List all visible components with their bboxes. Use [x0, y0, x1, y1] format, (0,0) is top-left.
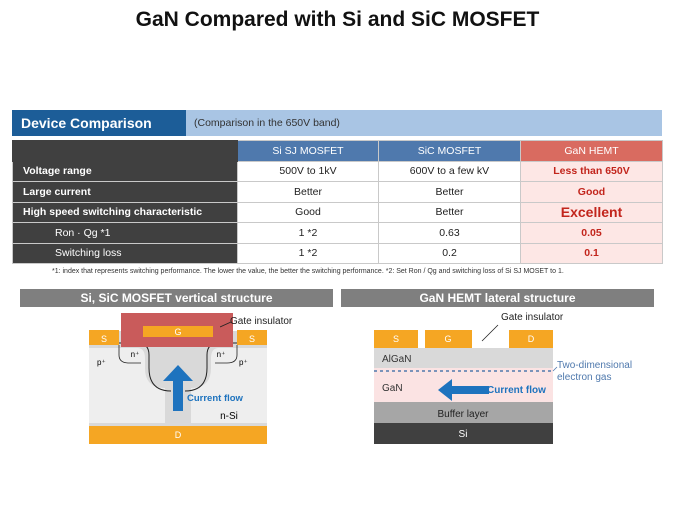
column-header-si: Si SJ MOSFET	[237, 140, 379, 162]
table-cell: 1 *2	[237, 222, 379, 244]
table-cell: Better	[378, 201, 521, 223]
current-flow-label: Current flow	[487, 385, 546, 396]
table-cell-gan: Less than 650V	[520, 160, 663, 182]
n-plus-label-left: n⁺	[131, 350, 140, 359]
column-header-sic: SiC MOSFET	[378, 140, 521, 162]
gate-insulator-label-vertical: Gate insulator	[230, 316, 293, 327]
table-cell-gan: Good	[520, 181, 663, 203]
table-row: Large current Better Better Good	[12, 181, 663, 203]
table-row: Ron · Qg *1 1 *2 0.63 0.05	[12, 222, 663, 244]
2deg-pointer	[552, 366, 558, 372]
source-label-right: S	[249, 334, 255, 344]
table-cell: 0.2	[378, 242, 521, 264]
row-label: Ron · Qg *1	[12, 222, 238, 244]
si-label: Si	[459, 429, 468, 440]
table-cell: Better	[378, 181, 521, 203]
gate-electrode	[143, 326, 213, 337]
table-cell-gan: 0.05	[520, 222, 663, 244]
n-plus-boundary-right	[215, 345, 238, 364]
source-electrode-right	[237, 330, 267, 345]
n-si-label: n-Si	[220, 411, 238, 422]
table-cell: 600V to a few kV	[378, 160, 521, 182]
gan-layer	[374, 368, 553, 402]
drain-label: D	[175, 430, 182, 440]
gate-electrode	[425, 330, 472, 348]
row-label: Large current	[12, 181, 238, 203]
buffer-layer	[374, 402, 553, 423]
footnote: *1: index that represents switching perf…	[52, 268, 564, 275]
row-label: High speed switching characteristic	[12, 201, 238, 223]
table-cell: Better	[237, 181, 379, 203]
table-cell: 1 *2	[237, 242, 379, 264]
lateral-structure-diagram: S G D AlGaN GaN Current flow Buffer laye…	[374, 324, 558, 444]
algan-label: AlGaN	[382, 354, 411, 365]
up-arrow-icon	[163, 365, 193, 411]
algan-layer	[374, 348, 553, 368]
gan-label: GaN	[382, 383, 403, 394]
drain-electrode	[89, 426, 267, 444]
source-electrode	[374, 330, 418, 348]
gate-insulator-pointer	[481, 324, 499, 342]
gate-insulator-label-lateral: Gate insulator	[501, 312, 564, 323]
p-plus-region-right	[191, 348, 267, 423]
table-cell-gan: Excellent	[520, 201, 663, 223]
table-row: High speed switching characteristic Good…	[12, 201, 663, 223]
table-row: Switching loss 1 *2 0.2 0.1	[12, 242, 663, 264]
si-substrate	[374, 423, 553, 444]
n-plus-boundary-left	[118, 345, 141, 364]
table-cell: Good	[237, 201, 379, 223]
table-corner	[12, 140, 238, 162]
source-electrode-left	[89, 330, 119, 345]
row-label: Switching loss	[12, 242, 238, 264]
source-label-left: S	[101, 334, 107, 344]
vertical-structure-diagram: S S G D n⁺ n⁺ p⁺ p⁺ Current flow n-Si	[89, 313, 267, 444]
lateral-structure-heading: GaN HEMT lateral structure	[341, 289, 654, 307]
buffer-label: Buffer layer	[438, 409, 490, 420]
pointer-line-vertical	[220, 321, 232, 328]
comparison-table: Si SJ MOSFET SiC MOSFET GaN HEMT Voltage…	[12, 140, 663, 264]
current-flow-label: Current flow	[187, 393, 244, 404]
p-plus-label-left: p⁺	[97, 358, 106, 367]
table-row: Voltage range 500V to 1kV 600V to a few …	[12, 160, 663, 182]
vertical-structure-heading: Si, SiC MOSFET vertical structure	[20, 289, 333, 307]
drain-label: D	[528, 334, 535, 344]
p-plus-region-left	[89, 348, 165, 423]
drain-electrode	[509, 330, 553, 348]
table-header-row: Si SJ MOSFET SiC MOSFET GaN HEMT	[12, 140, 663, 162]
gate-label: G	[174, 327, 181, 337]
row-label: Voltage range	[12, 160, 238, 182]
2deg-label: Two-dimensional electron gas	[557, 360, 633, 383]
comparison-subheading: (Comparison in the 650V band)	[194, 117, 340, 129]
table-cell-gan: 0.1	[520, 242, 663, 264]
table-cell: 500V to 1kV	[237, 160, 379, 182]
page-title: GaN Compared with Si and SiC MOSFET	[135, 8, 540, 31]
table-cell: 0.63	[378, 222, 521, 244]
n-plus-label-right: n⁺	[217, 350, 226, 359]
source-label: S	[393, 334, 399, 344]
p-plus-label-right: p⁺	[239, 358, 248, 367]
gate-label: G	[444, 334, 451, 344]
column-header-gan: GaN HEMT	[520, 140, 663, 162]
left-arrow-icon	[438, 379, 489, 401]
comparison-heading: Device Comparison	[12, 110, 186, 136]
